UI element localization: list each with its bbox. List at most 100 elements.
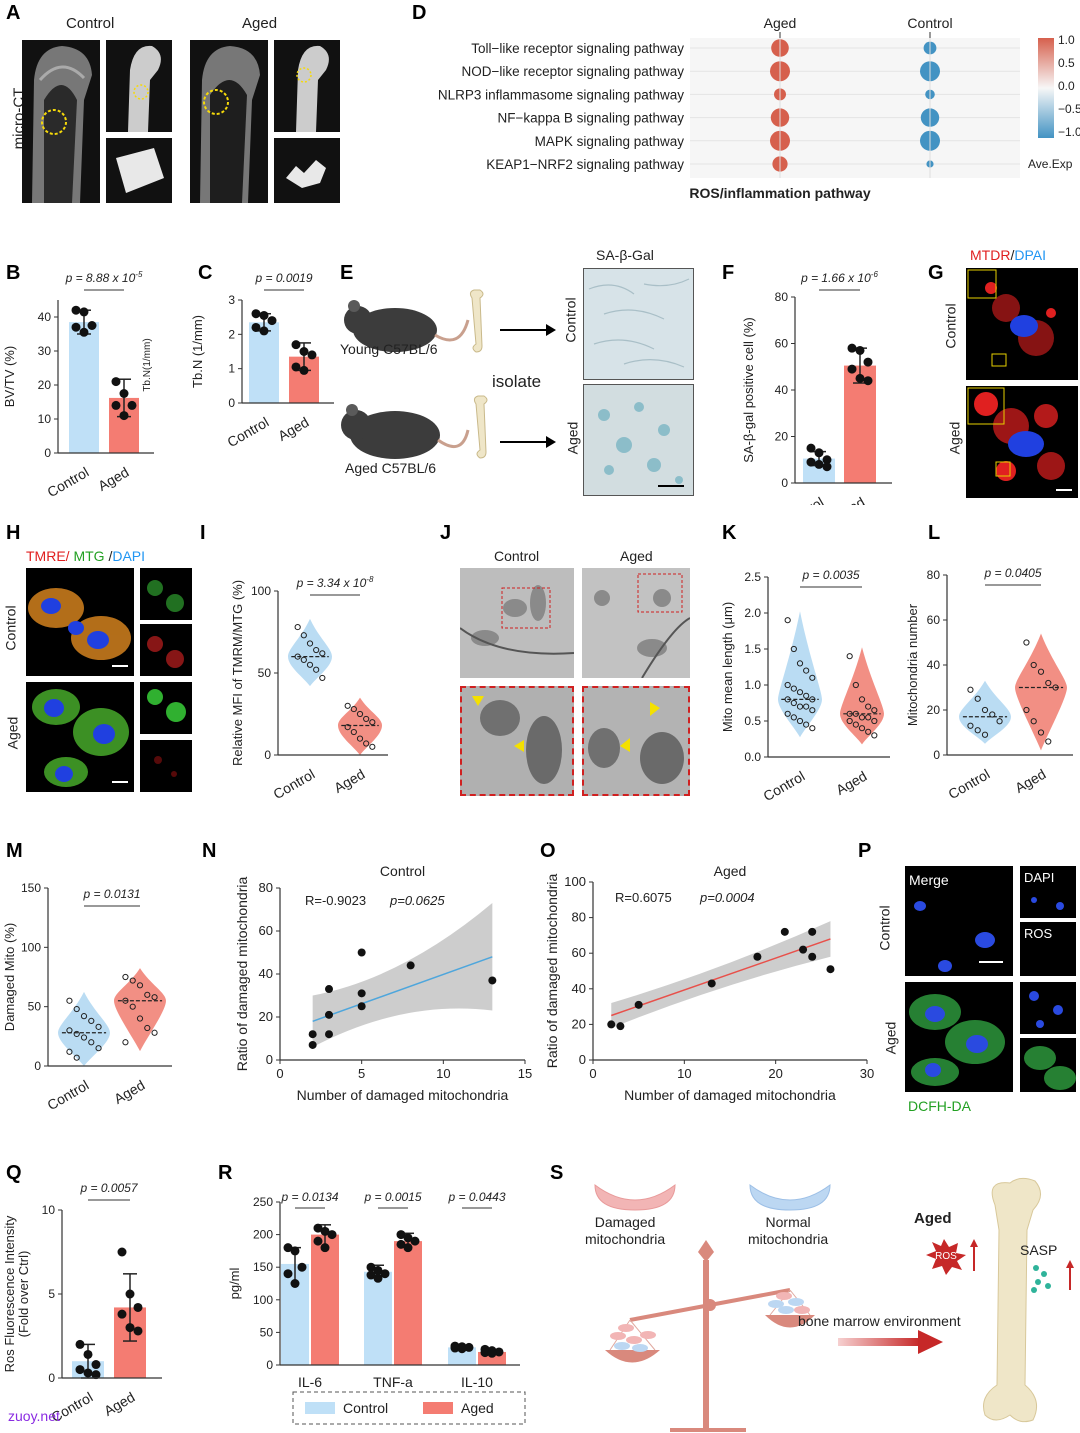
data-point (790, 714, 797, 721)
panel-letter-i: I (200, 522, 206, 544)
tem-aged-zoom (582, 686, 690, 796)
g-row-aged: Aged (946, 421, 963, 455)
data-point (852, 681, 859, 689)
tem-aged-overview (582, 568, 690, 678)
data-point (1030, 661, 1037, 669)
damaged-mitochondria-label: Damaged mitochondria (585, 1214, 666, 1247)
x-category-label: Aged (331, 766, 367, 796)
y-tick-label: 60 (775, 337, 789, 351)
panel-letter-s: S (550, 1162, 564, 1184)
mtdr-label: MTDR (970, 247, 1011, 263)
p-value-label: p = 0.0134 (280, 1190, 338, 1204)
data-point (357, 1002, 366, 1011)
y-tick-label: 0 (266, 1358, 273, 1372)
data-point (251, 322, 261, 332)
data-point (144, 1024, 151, 1032)
correlation-r-label: R=-0.9023 (305, 893, 366, 908)
data-point (1023, 639, 1030, 646)
data-point (380, 1269, 390, 1279)
data-point (974, 695, 981, 702)
data-point (73, 1054, 80, 1061)
y-tick-label: 80 (775, 290, 789, 304)
data-point (313, 666, 320, 673)
data-point (826, 965, 835, 974)
tem-control-overview (460, 568, 574, 678)
data-point (71, 305, 81, 315)
data-point (457, 1344, 467, 1354)
y-tick-label: 0 (44, 446, 51, 460)
x-category-label: Aged (95, 464, 131, 494)
y-axis-label: BV/TV (%) (2, 346, 17, 407)
p-value-label: p = 8.88 x 10-5 (65, 270, 143, 285)
data-point (784, 710, 791, 717)
data-point (822, 455, 832, 465)
data-point (796, 703, 804, 710)
data-point (313, 1223, 323, 1233)
aged-bone-icon (473, 395, 488, 459)
data-point (111, 377, 121, 387)
aged-mouse-illustration (341, 404, 470, 459)
j-col-aged: Aged (620, 548, 653, 564)
bar (69, 322, 99, 453)
sa-beta-gal-title: SA-β-Gal (596, 247, 654, 263)
mito-number-violin-chart: 0 20 40 60 80 Mitochondria number p = 0.0405 Co… (905, 566, 1073, 802)
data-point (80, 1013, 88, 1020)
cytokine-bar-chart: 0 50 100 150 200 250 pg/ml IL-6 TNF-a IL-10 p = 0.… (227, 1190, 526, 1425)
data-point (283, 1243, 293, 1253)
red-arrow-icon (838, 1330, 943, 1354)
confidence-band (312, 903, 493, 1048)
data-point (125, 1289, 135, 1299)
data-point (299, 347, 309, 356)
y-tick-label: 0 (48, 1371, 55, 1385)
data-point (806, 457, 816, 467)
data-point (784, 617, 791, 624)
dcfh-aged-dapi-image (1020, 982, 1076, 1034)
data-point (119, 389, 129, 398)
y-tick-label: 40 (927, 658, 941, 672)
tbn-bar-chart: 0 1 2 3 Tb.N (1/mm) p = 0.0019 Control Aged (190, 271, 334, 450)
microct-control-femur-image (22, 40, 100, 203)
p-value-exponent: -6 (871, 270, 879, 279)
data-point (803, 692, 810, 699)
y-tick-label: 1.0 (744, 678, 761, 692)
data-point (396, 1230, 406, 1240)
p-value-exponent: -8 (366, 575, 374, 584)
data-point (396, 1239, 406, 1249)
data-point (373, 1265, 383, 1275)
ros-fluorescence-bar-chart: 0 5 10 Ros Fluorescence Intensity (Fold over… (2, 1181, 162, 1425)
data-point (803, 721, 810, 728)
data-point (313, 1236, 323, 1246)
x-category-label: Aged (833, 768, 869, 798)
data-point (119, 411, 129, 421)
data-point (357, 948, 366, 957)
data-point (308, 1030, 317, 1039)
x-category-label: Control (224, 414, 271, 450)
bar (364, 1271, 392, 1365)
data-point (974, 727, 981, 734)
data-point (91, 1360, 101, 1370)
data-point (75, 1365, 85, 1375)
y-tick-label: 150 (21, 881, 41, 895)
data-point (151, 994, 158, 1001)
y-axis-label: Mitochondria number (905, 603, 920, 726)
young-bone-icon (469, 289, 484, 353)
data-point (410, 1236, 420, 1246)
aged-label: Aged (914, 1210, 952, 1227)
y-tick-label: 60 (927, 613, 941, 627)
data-point (91, 1370, 101, 1380)
data-point (369, 719, 376, 726)
p-value-label: p = 0.0131 (82, 887, 140, 901)
x-category-label: Aged (111, 1077, 147, 1107)
data-point (71, 322, 81, 332)
x-category-label: IL-10 (461, 1374, 493, 1390)
y-tick-label: 0 (933, 748, 940, 762)
data-point (297, 1262, 307, 1272)
y-tick-label: 40 (572, 981, 586, 996)
y-axis-label: Ratio of damaged mitochondria (234, 877, 250, 1072)
y-tick-label: 3 (228, 293, 235, 307)
x-tick-label: 30 (860, 1066, 874, 1081)
mtdr-aged-image (966, 386, 1078, 498)
dcfh-control-ros-image: ROS (1020, 922, 1076, 976)
y-tick-label: 10 (38, 412, 52, 426)
color-legend-tick: 0.5 (1058, 56, 1075, 70)
